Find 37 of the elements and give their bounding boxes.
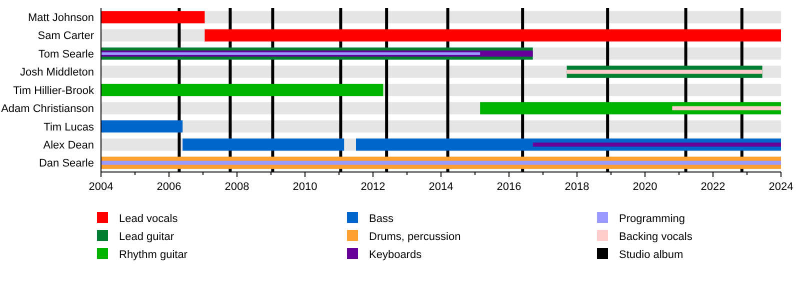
x-tick-label: 2006 [156,181,182,193]
y-tick-label: Sam Carter [38,30,94,42]
legend-label: Drums, percussion [369,230,461,243]
legend-label: Rhythm guitar [119,248,188,261]
y-tick-label: Matt Johnson [28,12,94,24]
y-tick-label: Tim Lucas [44,121,94,134]
x-tick-label: 2004 [88,181,114,193]
x-tick-label: 2008 [224,181,250,193]
bar [101,11,205,24]
x-tick-label: 2018 [564,181,590,193]
bar [566,70,762,74]
y-tick-label: Dan Searle [38,158,94,170]
y-tick-label: Tom Searle [38,48,94,60]
legend-label: Bass [369,212,394,225]
legend-label: Backing vocals [619,230,693,243]
legend-label: Programming [619,212,686,225]
x-tick-label: 2016 [496,181,522,193]
bar [101,120,183,132]
x-tick-label: 2022 [700,181,726,193]
bar [672,106,781,110]
bar [182,138,344,151]
legend-label: Lead guitar [119,230,174,243]
legend-label: Studio album [619,248,684,261]
bar [101,160,781,165]
legend-label: Keyboards [369,248,422,261]
x-tick-label: 2012 [360,181,386,193]
x-tick-label: 2024 [768,181,794,193]
y-tick-label: Alex Dean [43,139,94,152]
y-tick-label: Tim Hillier-Brook [13,84,94,97]
x-tick-label: 2010 [292,181,318,193]
x-tick-label: 2014 [428,181,454,193]
x-tick-label: 2020 [632,181,658,193]
bar [101,52,480,55]
y-tick-label: Adam Christianson [1,103,94,116]
y-tick-label: Josh Middleton [20,66,94,79]
bar [532,142,781,147]
legend-label: Lead vocals [119,212,178,225]
